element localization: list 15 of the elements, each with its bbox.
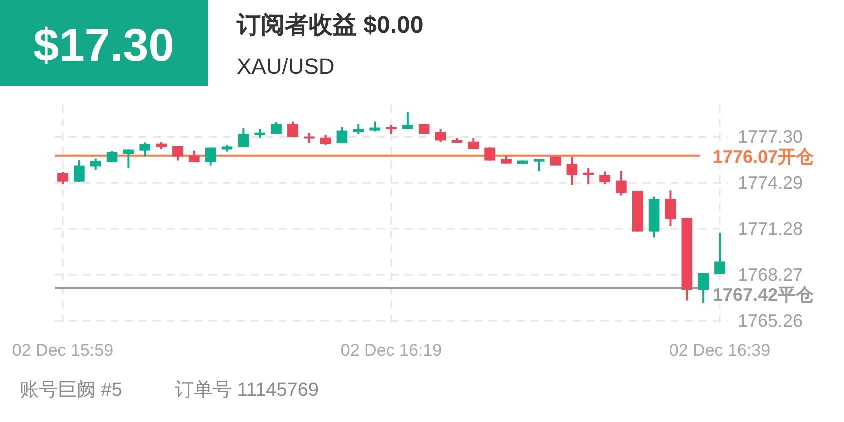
ref-line-label: 1776.07开仓 bbox=[712, 146, 815, 167]
text: 订单号 11145769 bbox=[175, 380, 319, 401]
y-tick-label: 1765.26 bbox=[738, 311, 804, 332]
x-tick-label: 02 Dec 16:39 bbox=[669, 341, 771, 360]
x-tick-label: 02 Dec 16:19 bbox=[340, 341, 442, 360]
chart-subtitle: XAU/USD bbox=[237, 54, 335, 79]
ref-line-label: 1767.42平仓 bbox=[712, 285, 815, 306]
text: $17.30 bbox=[34, 19, 174, 71]
y-tick-label: 1774.29 bbox=[738, 173, 804, 194]
y-tick-label: 1768.27 bbox=[738, 265, 804, 286]
chart-title: 订阅者收益 $0.00 bbox=[236, 12, 424, 39]
y-tick-label: 1777.30 bbox=[738, 127, 804, 148]
x-tick-label: 02 Dec 15:59 bbox=[12, 341, 114, 360]
text: 账号巨阙 #5 bbox=[20, 380, 122, 401]
y-tick-label: 1771.28 bbox=[738, 219, 804, 240]
